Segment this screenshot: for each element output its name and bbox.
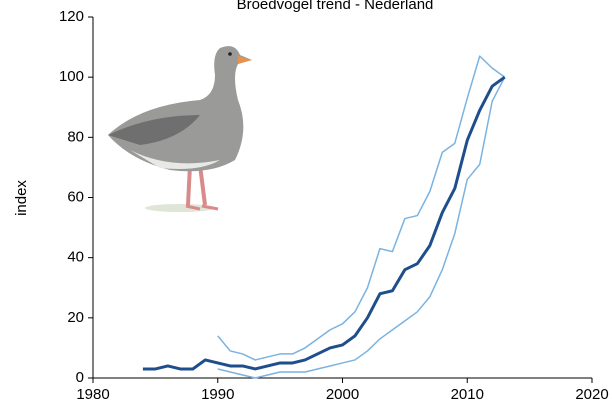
x-tick-label: 1990 bbox=[201, 386, 234, 403]
chart-title: Broedvogel trend - Nederland bbox=[237, 0, 434, 13]
x-tick-label: 2010 bbox=[451, 386, 484, 403]
x-tick-label: 2020 bbox=[575, 386, 608, 403]
y-tick-label: 40 bbox=[67, 249, 84, 266]
y-tick-label: 80 bbox=[67, 128, 84, 145]
y-tick-label: 0 bbox=[76, 369, 84, 386]
x-tick-label: 2000 bbox=[326, 386, 359, 403]
line bbox=[217, 55, 506, 361]
line bbox=[142, 75, 506, 371]
goose-illustration bbox=[108, 46, 252, 212]
line bbox=[217, 76, 506, 379]
y-tick-label: 100 bbox=[59, 68, 84, 85]
y-tick-label: 20 bbox=[67, 309, 84, 326]
x-tick-label: 1980 bbox=[76, 386, 109, 403]
y-tick-label: 60 bbox=[67, 188, 84, 205]
y-axis-label: index bbox=[13, 180, 30, 216]
y-tick-label: 120 bbox=[59, 8, 84, 25]
